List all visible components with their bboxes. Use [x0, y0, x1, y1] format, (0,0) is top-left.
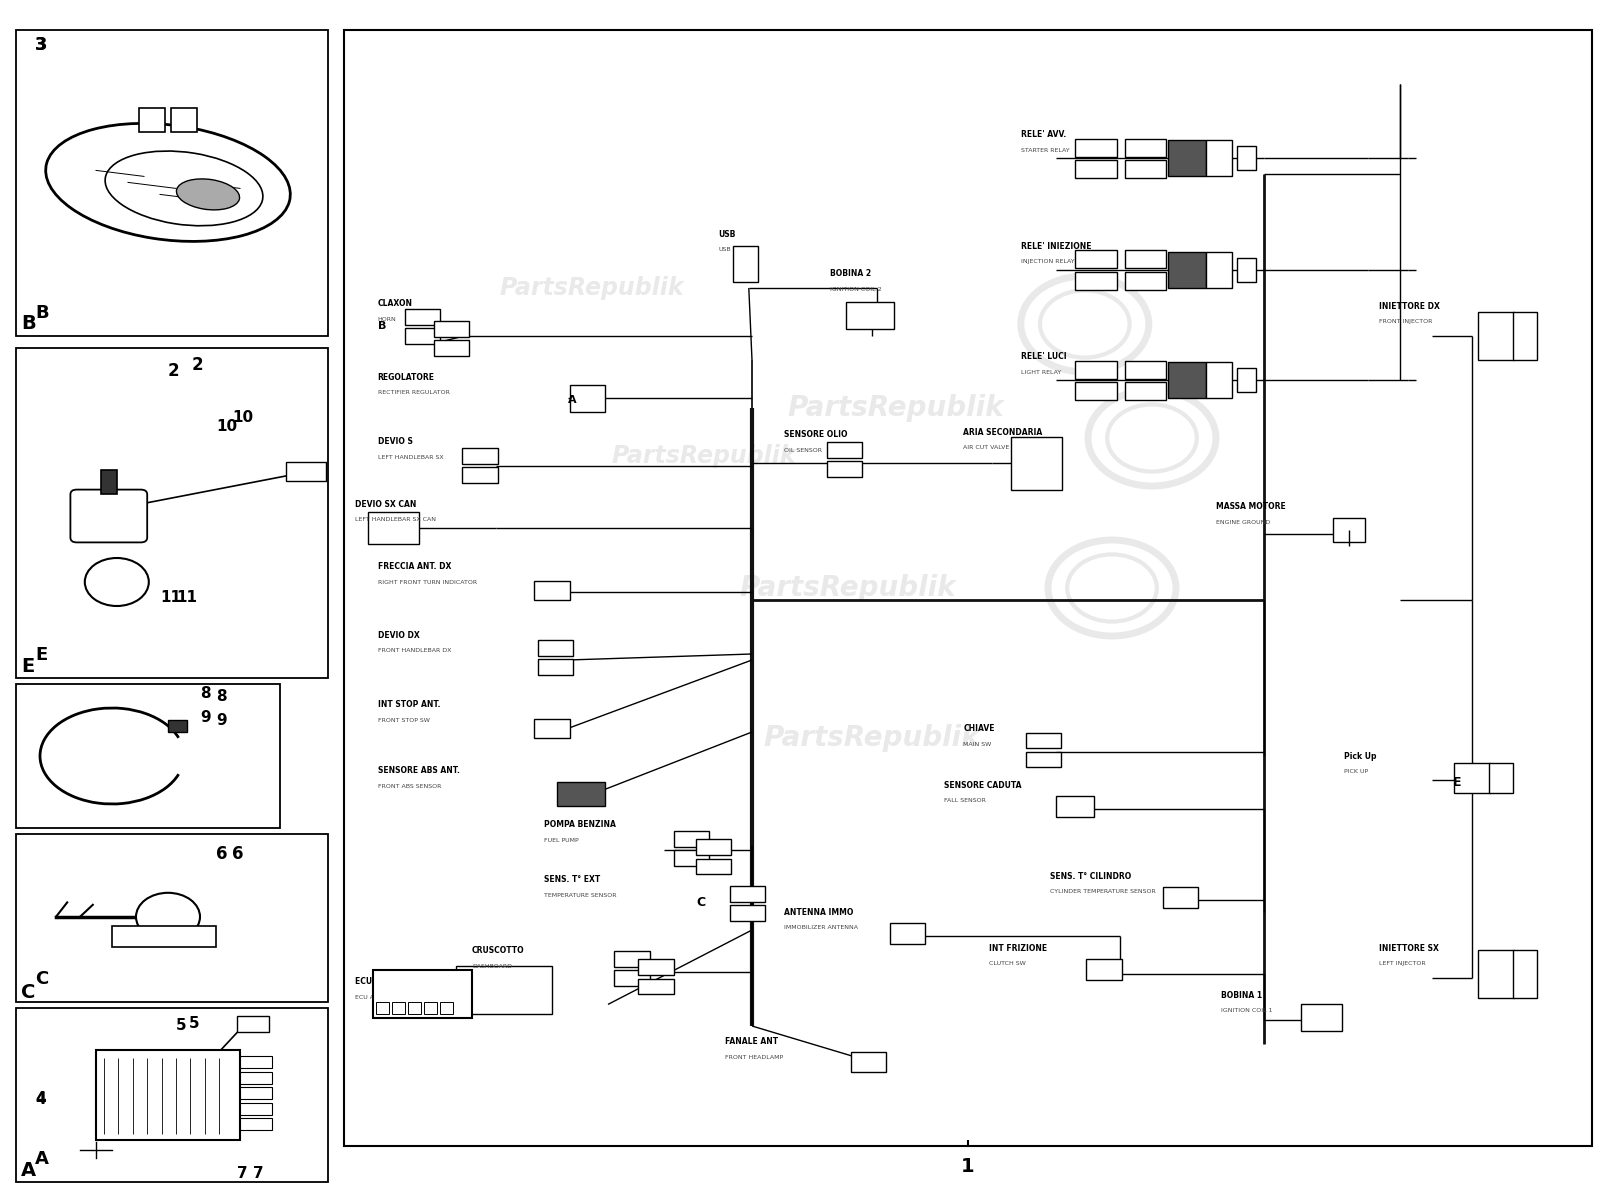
FancyBboxPatch shape: [1514, 950, 1536, 998]
FancyBboxPatch shape: [1478, 312, 1514, 360]
Text: DEVIO SX CAN: DEVIO SX CAN: [355, 499, 416, 509]
Ellipse shape: [176, 179, 240, 210]
FancyBboxPatch shape: [240, 1087, 272, 1099]
FancyBboxPatch shape: [462, 449, 498, 464]
Text: 2: 2: [192, 355, 203, 373]
Ellipse shape: [106, 151, 262, 226]
FancyBboxPatch shape: [240, 1103, 272, 1115]
FancyBboxPatch shape: [534, 719, 570, 738]
Text: PartsRepublik: PartsRepublik: [763, 724, 981, 752]
Text: C: C: [696, 896, 706, 910]
FancyBboxPatch shape: [827, 461, 862, 476]
Text: POMPA BENZINA: POMPA BENZINA: [544, 821, 616, 829]
Text: DASHBOARD: DASHBOARD: [472, 964, 512, 968]
FancyBboxPatch shape: [96, 1050, 240, 1140]
Text: INIETTORE SX: INIETTORE SX: [1379, 943, 1438, 953]
FancyBboxPatch shape: [1125, 160, 1166, 178]
Text: REGOLATORE: REGOLATORE: [378, 372, 435, 382]
Text: INIETTORE DX: INIETTORE DX: [1379, 301, 1440, 311]
FancyBboxPatch shape: [16, 30, 328, 336]
Text: B: B: [378, 320, 386, 331]
Text: 5: 5: [189, 1016, 200, 1031]
Text: FANALE ANT: FANALE ANT: [725, 1037, 778, 1046]
Text: INJECTION RELAY: INJECTION RELAY: [1021, 259, 1075, 264]
FancyBboxPatch shape: [1011, 437, 1062, 490]
FancyBboxPatch shape: [462, 467, 498, 482]
FancyBboxPatch shape: [1454, 763, 1490, 792]
FancyBboxPatch shape: [730, 886, 765, 902]
Text: A: A: [21, 1162, 35, 1180]
FancyBboxPatch shape: [1301, 1004, 1342, 1031]
FancyBboxPatch shape: [1206, 140, 1232, 176]
FancyBboxPatch shape: [696, 840, 731, 854]
Circle shape: [136, 893, 200, 941]
FancyBboxPatch shape: [405, 328, 440, 343]
Text: USB: USB: [718, 229, 736, 239]
FancyBboxPatch shape: [392, 1002, 405, 1014]
FancyBboxPatch shape: [16, 684, 280, 828]
Text: FRONT ABS SENSOR: FRONT ABS SENSOR: [378, 784, 442, 788]
FancyBboxPatch shape: [1125, 361, 1166, 379]
FancyBboxPatch shape: [696, 859, 731, 874]
Text: 9: 9: [200, 710, 211, 725]
FancyBboxPatch shape: [1086, 959, 1122, 980]
Text: LEFT INJECTOR: LEFT INJECTOR: [1379, 961, 1426, 966]
FancyBboxPatch shape: [1026, 732, 1061, 749]
Text: IGNITION COIL 1: IGNITION COIL 1: [1221, 1008, 1272, 1013]
FancyBboxPatch shape: [168, 720, 187, 732]
FancyBboxPatch shape: [674, 830, 709, 847]
FancyBboxPatch shape: [638, 960, 674, 974]
FancyBboxPatch shape: [240, 1118, 272, 1130]
FancyBboxPatch shape: [1125, 139, 1166, 157]
Text: BOBINA 1: BOBINA 1: [1221, 991, 1262, 1000]
FancyBboxPatch shape: [1478, 950, 1514, 998]
FancyBboxPatch shape: [1237, 258, 1256, 282]
Text: 2: 2: [168, 361, 179, 379]
FancyBboxPatch shape: [1206, 252, 1232, 288]
Text: E: E: [35, 646, 48, 664]
FancyBboxPatch shape: [827, 443, 862, 458]
Text: 9: 9: [216, 713, 227, 727]
Text: FRONT HANDLEBAR DX: FRONT HANDLEBAR DX: [378, 648, 451, 653]
FancyBboxPatch shape: [434, 322, 469, 337]
Text: 1: 1: [962, 1157, 974, 1176]
FancyBboxPatch shape: [408, 1002, 421, 1014]
FancyBboxPatch shape: [1333, 518, 1365, 542]
Text: C: C: [35, 970, 48, 988]
Text: CHIAVE: CHIAVE: [963, 724, 995, 733]
FancyBboxPatch shape: [1075, 361, 1117, 379]
Text: RELE' INIEZIONE: RELE' INIEZIONE: [1021, 241, 1091, 251]
Text: 4: 4: [35, 1091, 46, 1106]
FancyBboxPatch shape: [1075, 271, 1117, 289]
FancyBboxPatch shape: [1075, 251, 1117, 269]
Text: FUEL PUMP: FUEL PUMP: [544, 838, 579, 842]
Text: FALL SENSOR: FALL SENSOR: [944, 798, 986, 803]
Text: 4: 4: [35, 1092, 46, 1106]
Text: AIR CUT VALVE: AIR CUT VALVE: [963, 445, 1010, 450]
FancyBboxPatch shape: [1125, 251, 1166, 269]
FancyBboxPatch shape: [538, 659, 573, 674]
Text: LEFT HANDLEBAR SX CAN: LEFT HANDLEBAR SX CAN: [355, 517, 437, 522]
FancyBboxPatch shape: [557, 782, 605, 806]
FancyBboxPatch shape: [456, 966, 552, 1014]
Text: HORN: HORN: [378, 317, 397, 322]
Text: 6: 6: [232, 845, 243, 863]
FancyBboxPatch shape: [344, 30, 1592, 1146]
Text: 7: 7: [253, 1166, 264, 1181]
Text: E: E: [1453, 776, 1461, 790]
Text: PartsRepublik: PartsRepublik: [499, 276, 685, 300]
Text: 8: 8: [216, 689, 227, 703]
Text: SENS. T° CILINDRO: SENS. T° CILINDRO: [1050, 871, 1131, 881]
FancyBboxPatch shape: [112, 926, 216, 947]
Text: FRONT HEADLAMP: FRONT HEADLAMP: [725, 1055, 782, 1060]
FancyBboxPatch shape: [101, 470, 117, 494]
Text: LIGHT RELAY: LIGHT RELAY: [1021, 370, 1061, 374]
Text: 11: 11: [160, 590, 181, 605]
Text: INT FRIZIONE: INT FRIZIONE: [989, 943, 1046, 953]
FancyBboxPatch shape: [1168, 252, 1206, 288]
FancyBboxPatch shape: [570, 385, 605, 412]
Text: RECTIFIER REGULATOR: RECTIFIER REGULATOR: [378, 390, 450, 395]
FancyBboxPatch shape: [16, 834, 328, 1002]
Text: CLUTCH SW: CLUTCH SW: [989, 961, 1026, 966]
